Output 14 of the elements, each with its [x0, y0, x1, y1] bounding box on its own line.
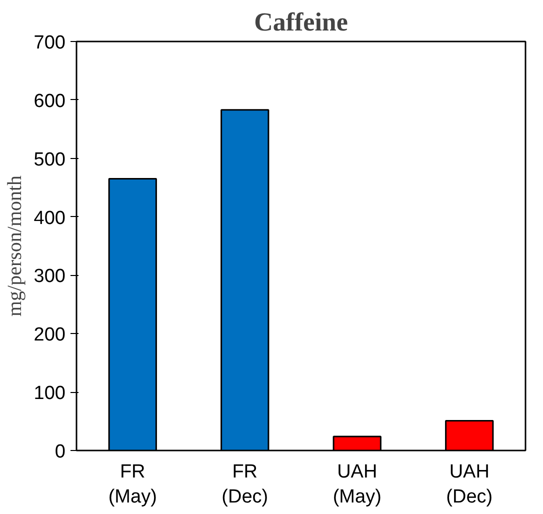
y-axis-title: mg/person/month	[4, 175, 26, 317]
x-tick-label: FR (May)	[108, 462, 157, 508]
y-tick-label: 200	[34, 324, 66, 346]
y-tick-label: 700	[34, 32, 66, 54]
x-tick-label: UAH (Dec)	[446, 462, 493, 508]
y-tick-label: 600	[34, 90, 66, 112]
y-tick-label: 500	[34, 149, 66, 170]
chart-title: Caffeine	[254, 8, 348, 36]
y-tick-label: 100	[34, 383, 66, 404]
x-tick-label: UAH (May)	[332, 462, 382, 508]
y-tick-label: 0	[54, 442, 66, 462]
x-tick-label: FR (Dec)	[222, 462, 268, 508]
y-tick-label: 400	[34, 208, 66, 229]
y-tick-label: 300	[34, 266, 66, 288]
